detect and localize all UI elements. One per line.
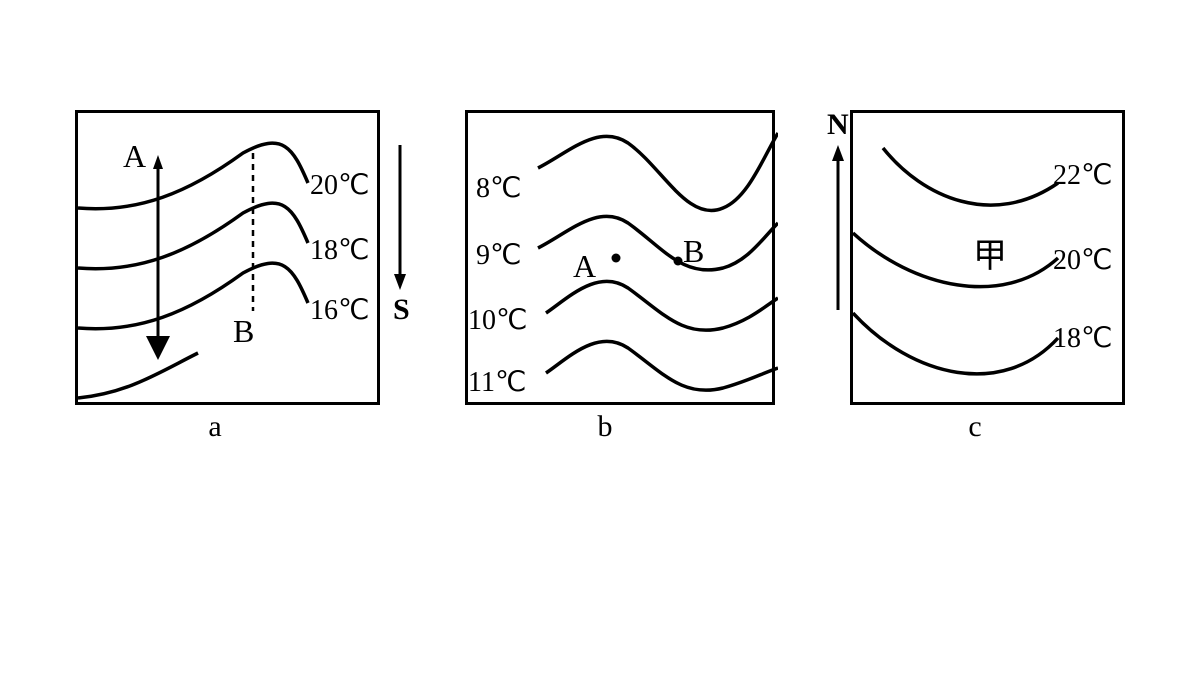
temp-11: 11℃ [468, 365, 526, 399]
isotherm-16 [78, 263, 308, 329]
isotherm-20 [78, 143, 308, 209]
isotherm-extra [78, 353, 198, 398]
temp-16: 16℃ [310, 293, 369, 327]
panel-b-label: b [598, 410, 613, 600]
temp-8: 8℃ [476, 171, 521, 205]
label-b2: B [683, 233, 704, 270]
temp-18c: 18℃ [1053, 321, 1112, 355]
temp-9: 9℃ [476, 238, 521, 272]
temp-10: 10℃ [468, 303, 527, 337]
cjk-jia: 甲 [973, 228, 1007, 277]
label-b: B [233, 313, 254, 350]
isotherm-11 [546, 341, 778, 390]
point-a [612, 254, 621, 263]
panel-c-label: c [968, 410, 981, 600]
south-label: S [393, 293, 410, 327]
isotherm-18 [78, 203, 308, 269]
north-label: N [827, 108, 849, 142]
temp-18: 18℃ [310, 233, 369, 267]
isotherm-22 [883, 148, 1058, 205]
isotherm-8 [538, 133, 778, 211]
point-b [674, 257, 683, 266]
panel-b: 8℃ 9℃ 10℃ 11℃ A B [465, 110, 775, 405]
label-a: A [123, 138, 146, 175]
isotherm-20c [853, 233, 1058, 287]
isotherm-10 [546, 281, 778, 330]
north-arrow [820, 110, 860, 405]
label-a2: A [573, 248, 596, 285]
panel-a-label: a [208, 410, 221, 600]
temp-20: 20℃ [310, 168, 369, 202]
panel-c: 22℃ 20℃ 18℃ 甲 [850, 110, 1125, 405]
panel-a: 20℃ 18℃ 16℃ A B [75, 110, 380, 405]
temp-22: 22℃ [1053, 158, 1112, 192]
isotherm-18c [853, 313, 1058, 374]
temp-20c: 20℃ [1053, 243, 1112, 277]
south-arrow [385, 110, 425, 405]
